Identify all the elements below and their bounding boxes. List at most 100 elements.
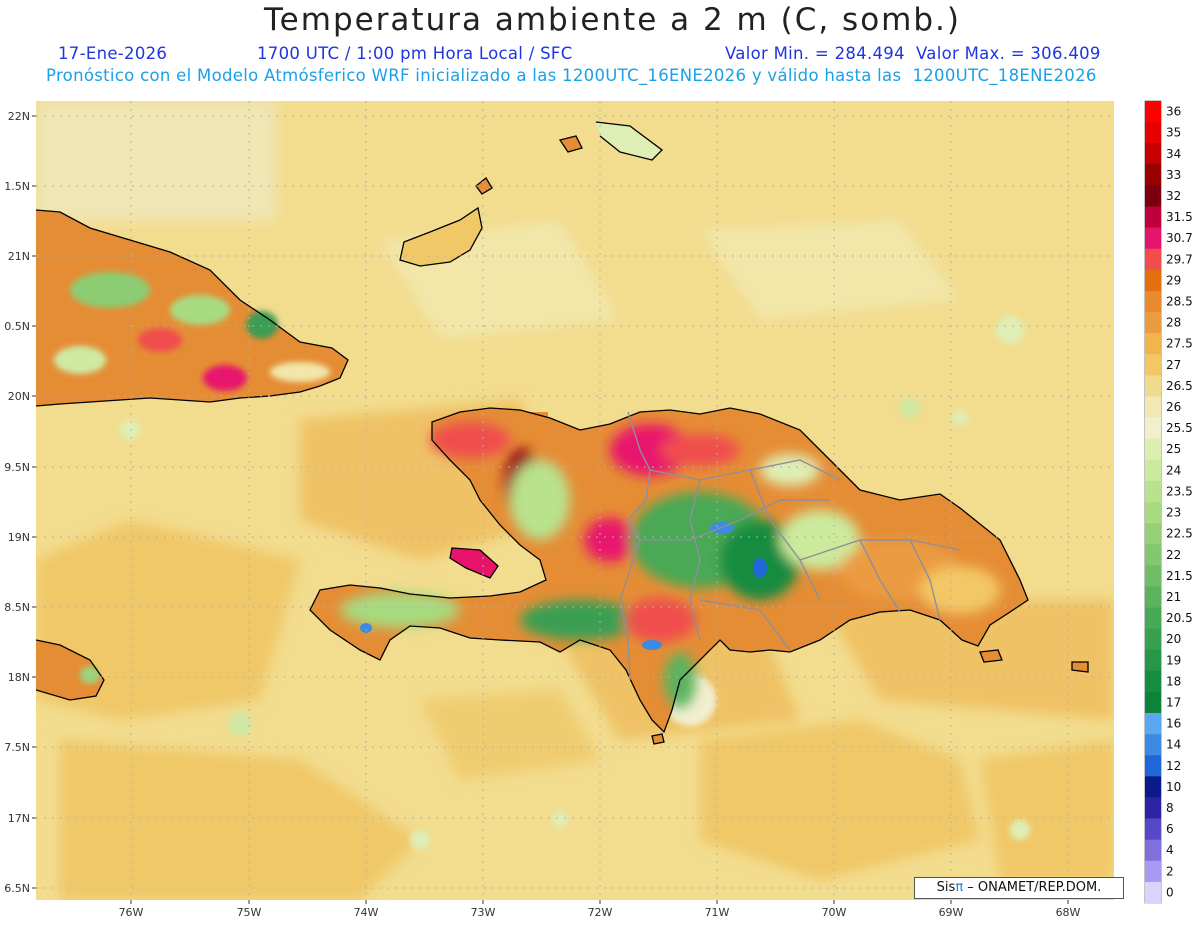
colorbar-label: 35: [1166, 126, 1181, 140]
colorbar-swatch: [1145, 544, 1161, 566]
colorbar-label: 32: [1166, 189, 1181, 203]
colorbar-swatch: [1145, 670, 1161, 693]
colorbar-label: 36: [1166, 105, 1181, 119]
colorbar-swatch: [1145, 691, 1161, 714]
jamaica-landmass: [36, 640, 104, 700]
lat-label: 1.5N: [4, 180, 30, 193]
colorbar-swatch: [1145, 312, 1161, 334]
colorbar-swatch: [1145, 565, 1161, 587]
graticule: [36, 101, 1114, 900]
lon-label: 75W: [237, 906, 262, 919]
lat-label: 7.5N: [4, 741, 30, 754]
colorbar-swatch: [1145, 860, 1161, 883]
colorbar-label: 0: [1166, 885, 1174, 899]
colorbar-label: 26.5: [1166, 379, 1193, 393]
lon-label: 74W: [354, 906, 379, 919]
colorbar-label: 21: [1166, 590, 1181, 604]
colorbar-swatch: [1145, 396, 1161, 418]
colorbar-label: 17: [1166, 696, 1181, 710]
colorbar-swatch: [1145, 776, 1161, 798]
colorbar-label: 25.5: [1166, 421, 1193, 435]
colorbar-label: 12: [1166, 759, 1181, 773]
colorbar-label: 14: [1166, 738, 1181, 752]
colorbar-swatch: [1145, 206, 1161, 228]
colorbar-swatch: [1145, 101, 1161, 123]
model-info-label: Pronóstico con el Modelo Atmósferico WRF…: [46, 66, 1097, 85]
colorbar-label: 19: [1166, 653, 1181, 667]
colorbar-label: 34: [1166, 147, 1181, 161]
colorbar-swatch: [1145, 713, 1161, 735]
province-borders: [619, 411, 961, 681]
lon-labels: 76W 75W 74W 73W 72W 71W 70W 69W 68W: [119, 906, 1081, 919]
lat-label: 21N: [8, 250, 30, 263]
colorbar-label: 24: [1166, 463, 1181, 477]
colorbar-label: 28: [1166, 316, 1181, 330]
lon-label: 76W: [119, 906, 144, 919]
lon-label: 69W: [939, 906, 964, 919]
time-label: 1700 UTC / 1:00 pm Hora Local / SFC: [257, 44, 573, 63]
colorbar-swatch: [1145, 881, 1161, 904]
colorbar-swatch: [1145, 143, 1161, 165]
lat-label: 8.5N: [4, 601, 30, 614]
colorbar-swatch: [1145, 755, 1161, 777]
colorbar-swatch: [1145, 290, 1161, 313]
colorbar-swatch: [1145, 227, 1161, 250]
lon-label: 70W: [822, 906, 847, 919]
colorbar-label: 22.5: [1166, 527, 1193, 541]
lat-label: 20N: [8, 390, 30, 403]
colorbar-label: 29: [1166, 273, 1181, 287]
credit-pi: π: [955, 880, 964, 895]
colorbar-swatch: [1145, 417, 1161, 439]
lat-label: 18N: [8, 671, 30, 684]
colorbar-label: 2: [1166, 864, 1174, 878]
colorbar-swatch: [1145, 164, 1161, 186]
sea-islands-light: [120, 316, 1030, 850]
minmax-label: Valor Min. = 284.494 Valor Max. = 306.40…: [725, 44, 1101, 63]
colorbar-swatch: [1145, 354, 1161, 376]
lat-label: 0.5N: [4, 320, 30, 333]
colorbar-swatch: [1145, 185, 1161, 207]
lat-label: 22N: [8, 110, 30, 123]
colorbar-swatch: [1145, 839, 1161, 862]
colorbar-label: 26: [1166, 400, 1181, 414]
colorbar-swatch: [1145, 122, 1161, 144]
colorbar-label: 22: [1166, 548, 1181, 562]
lat-labels: 22N 1.5N 21N 0.5N 20N 9.5N 19N 8.5N 18N …: [4, 110, 30, 895]
colorbar-label: 6: [1166, 822, 1174, 836]
credit-box: Sisπ – ONAMET/REP.DOM.: [914, 877, 1124, 899]
colorbar-swatch: [1145, 523, 1161, 545]
colorbar-swatch: [1145, 797, 1161, 819]
colorbar-swatch: [1145, 269, 1161, 292]
colorbar-swatch: [1145, 438, 1161, 461]
map-plot-area: [36, 101, 1114, 900]
colorbar-label: 31.5: [1166, 210, 1193, 224]
colorbar-swatch: [1145, 628, 1161, 651]
colorbar-label: 18: [1166, 674, 1181, 688]
colorbar-label: 27: [1166, 358, 1181, 372]
axis-ticks: [32, 115, 1069, 904]
credit-org: – ONAMET/REP.DOM.: [967, 880, 1102, 895]
colorbar-label: 23.5: [1166, 484, 1193, 498]
lat-label: 9.5N: [4, 461, 30, 474]
colorbar-swatch: [1145, 586, 1161, 608]
lat-label: 19N: [8, 531, 30, 544]
colorbar-label: 33: [1166, 168, 1181, 182]
cuba-landmass: [36, 210, 348, 406]
colorbar-label: 10: [1166, 780, 1181, 794]
colorbar-label: 4: [1166, 843, 1174, 857]
colorbar-swatch: [1145, 248, 1161, 271]
lon-label: 73W: [471, 906, 496, 919]
lat-label: 17N: [8, 812, 30, 825]
lon-label: 71W: [705, 906, 730, 919]
lon-label: 68W: [1056, 906, 1081, 919]
colorbar-label: 20.5: [1166, 611, 1193, 625]
colorbar: 363534333231.530.729.72928.52827.52726.5…: [1145, 101, 1193, 904]
credit-sis: Sis: [936, 880, 956, 895]
colorbar-label: 23: [1166, 506, 1181, 520]
colorbar-label: 25: [1166, 442, 1181, 456]
colorbar-swatch: [1145, 480, 1161, 503]
colorbar-label: 20: [1166, 632, 1181, 646]
colorbar-label: 28.5: [1166, 295, 1193, 309]
colorbar-label: 30.7: [1166, 231, 1193, 245]
